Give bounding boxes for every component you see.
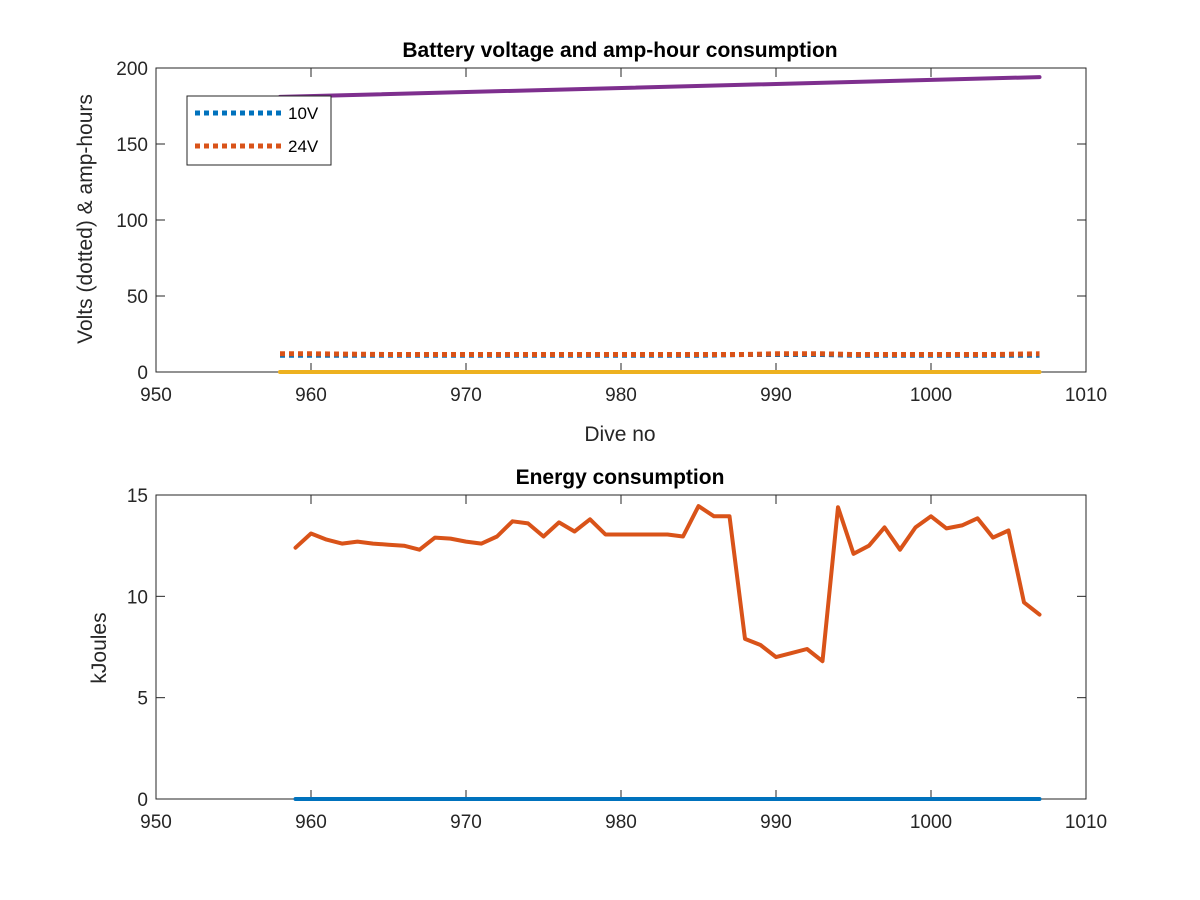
- voltage-amphour-x-tick-label: 960: [295, 385, 327, 406]
- energy-y-tick-label: 15: [127, 486, 148, 507]
- energy-axes-box: [155, 494, 1087, 800]
- energy-x-tick-label: 1010: [1065, 812, 1107, 833]
- energy-y-tick-label: 5: [137, 689, 148, 710]
- voltage-amphour-x-tick-label: 1010: [1065, 385, 1107, 406]
- voltage-amphour-y-tick-label: 50: [127, 287, 148, 308]
- energy-axes: 950 960 970 980 990 1000 1010 0 5 10 15 Energy con…: [88, 466, 1107, 833]
- energy-chart-title: Energy consumption: [516, 466, 725, 489]
- voltage-amphour-x-tick-label: 990: [760, 385, 792, 406]
- voltage-amphour-legend: 10V 24V: [186, 95, 332, 166]
- voltage-amphour-x-tick-label: 1000: [910, 385, 952, 406]
- voltage-amphour-axes: 950 960 970 980 990 1000 1010 0 50 100 150 200 Batt…: [74, 39, 1107, 446]
- legend-box: [186, 95, 332, 166]
- voltage-amphour-y-tick-label: 150: [116, 135, 148, 156]
- voltage-amphour-y-axis-label: Volts (dotted) & amp-hours: [74, 94, 97, 344]
- energy-x-tick-label: 990: [760, 812, 792, 833]
- voltage-amphour-y-tick-label: 0: [137, 363, 148, 384]
- voltage-amphour-x-tick-label: 980: [605, 385, 637, 406]
- energy-x-tick-label: 970: [450, 812, 482, 833]
- voltage-amphour-chart-title: Battery voltage and amp-hour consumption: [402, 39, 837, 62]
- legend-label-10v: 10V: [288, 104, 319, 123]
- energy-x-tick-label: 950: [140, 812, 172, 833]
- energy-x-tick-label: 980: [605, 812, 637, 833]
- energy-y-axis-label: kJoules: [88, 612, 111, 683]
- legend-label-24v: 24V: [288, 137, 319, 156]
- voltage-amphour-y-tick-label: 200: [116, 59, 148, 80]
- energy-y-tick-label: 10: [127, 587, 148, 608]
- voltage-amphour-series-line-4: [278, 75, 1042, 99]
- voltage-amphour-x-axis-label: Dive no: [584, 423, 655, 446]
- energy-plot-area: 950 960 970 980 990 1000 1010 0 5 10 15: [127, 486, 1107, 833]
- energy-x-tick-label: 960: [295, 812, 327, 833]
- energy-y-tick-label: 0: [137, 790, 148, 811]
- voltage-amphour-y-tick-label: 100: [116, 211, 148, 232]
- energy-series-line-2: [293, 504, 1042, 664]
- voltage-amphour-series-24v: [280, 351, 1040, 357]
- voltage-amphour-x-tick-label: 970: [450, 385, 482, 406]
- energy-x-tick-label: 1000: [910, 812, 952, 833]
- voltage-amphour-x-tick-label: 950: [140, 385, 172, 406]
